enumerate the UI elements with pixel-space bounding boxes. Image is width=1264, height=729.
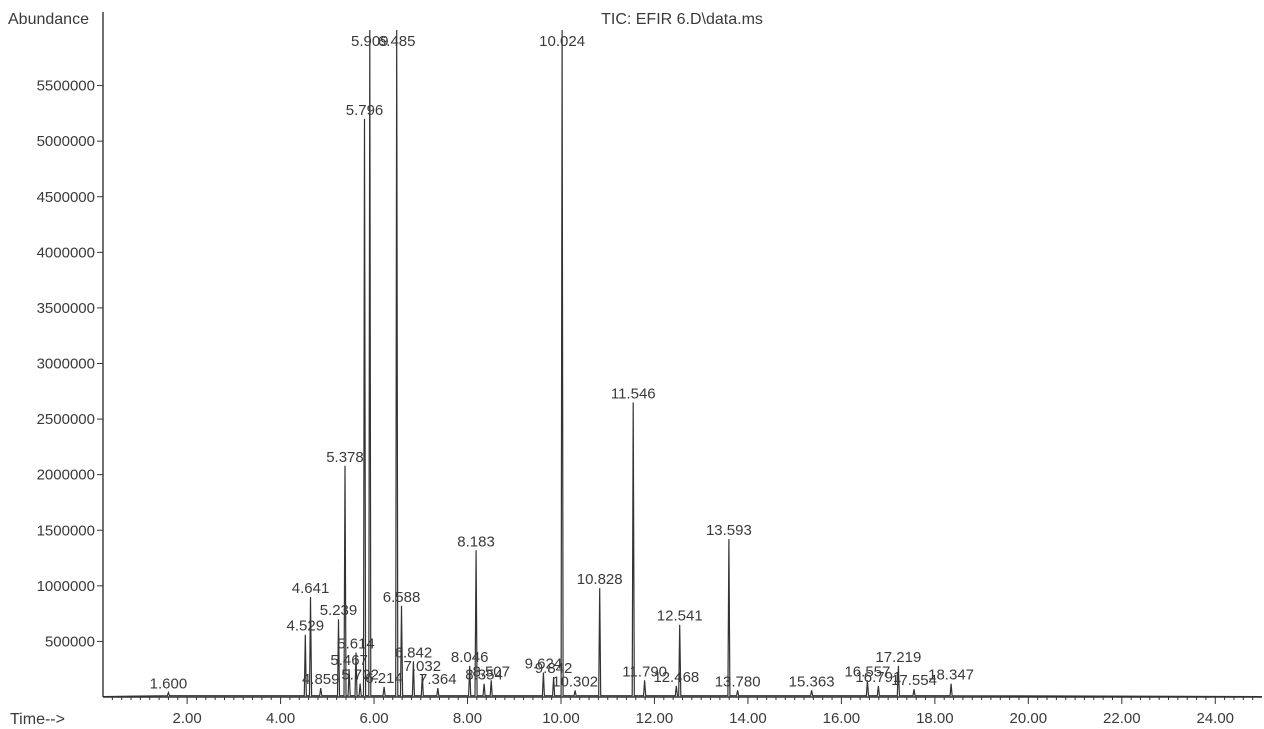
peak-label: 4.641 bbox=[292, 580, 330, 597]
peak-label: 5.239 bbox=[320, 602, 358, 619]
peak-label: 6.842 bbox=[395, 644, 433, 661]
peak-label: 5.614 bbox=[337, 636, 375, 653]
x-tick-label: 10.00 bbox=[542, 710, 580, 727]
tic-trace bbox=[102, 29, 1263, 698]
peak-label: 11.546 bbox=[611, 385, 656, 402]
x-tick-label: 24.00 bbox=[1196, 710, 1234, 727]
y-tick-label: 5000000 bbox=[37, 133, 95, 150]
peak-label: 7.364 bbox=[419, 671, 457, 688]
x-tick-label: 12.00 bbox=[636, 710, 674, 727]
peak-label: 1.600 bbox=[150, 676, 188, 693]
peak-labels: 1.600 4.529 4.641 4.859 5.239 5.378 5.4675.614… bbox=[150, 33, 974, 693]
peak-label: 8.354 bbox=[465, 667, 503, 684]
peak-label: 10.828 bbox=[577, 571, 623, 588]
y-tick-label: 500000 bbox=[45, 633, 95, 650]
y-tick-label: 3000000 bbox=[37, 356, 95, 373]
x-tick-label: 4.00 bbox=[266, 710, 295, 727]
x-tick-label: 6.00 bbox=[359, 710, 388, 727]
peak-label: 13.593 bbox=[706, 522, 752, 539]
peak-label: 4.859 bbox=[302, 671, 340, 688]
peak-label: 6.588 bbox=[383, 589, 421, 606]
y-tick-label: 1000000 bbox=[37, 578, 95, 595]
peak-label: 6.485 bbox=[378, 33, 416, 50]
peak-label: 8.507 bbox=[472, 663, 510, 680]
x-tick-label: 14.00 bbox=[729, 710, 767, 727]
x-tick-label: 22.00 bbox=[1103, 710, 1141, 727]
x-tick-label: 20.00 bbox=[1010, 710, 1048, 727]
peak-label: 13.780 bbox=[715, 673, 761, 690]
peak-label: 18.347 bbox=[928, 667, 974, 684]
peak-label: 5.909 bbox=[351, 33, 389, 50]
peak-label: 8.046 bbox=[451, 649, 489, 666]
x-tick-label: 2.00 bbox=[173, 710, 202, 727]
y-axis-title: Abundance bbox=[8, 11, 89, 28]
peak-label: 4.529 bbox=[287, 618, 325, 635]
peak-label: 12.541 bbox=[657, 608, 703, 625]
axes: 500000 1000000 1500000 2000000 2500000 300000… bbox=[37, 12, 1262, 727]
peak-label: 5.378 bbox=[326, 449, 364, 466]
y-tick-label: 1500000 bbox=[37, 522, 95, 539]
peak-label: 16.557 bbox=[844, 663, 890, 680]
peak-label: 15.363 bbox=[789, 673, 835, 690]
peak-label: 5.467 bbox=[330, 652, 368, 669]
peak-label: 16.791 bbox=[855, 669, 901, 686]
peak-label: 10.302 bbox=[552, 673, 598, 690]
peak-label: 9.842 bbox=[535, 660, 573, 677]
y-tick-label: 2000000 bbox=[37, 467, 95, 484]
peak-label: 10.024 bbox=[539, 33, 585, 50]
y-tick-label: 5500000 bbox=[37, 78, 95, 95]
peak-label: 7.032 bbox=[404, 658, 442, 675]
y-tick-label: 2500000 bbox=[37, 411, 95, 428]
y-tick-label: 4500000 bbox=[37, 189, 95, 206]
y-tick-label: 4000000 bbox=[37, 244, 95, 261]
chart-title: TIC: EFIR 6.D\data.ms bbox=[601, 11, 763, 28]
x-tick-label: 16.00 bbox=[823, 710, 861, 727]
peak-label: 12.468 bbox=[653, 669, 699, 686]
peak-label: 17.219 bbox=[875, 649, 921, 666]
peak-label: 9.624 bbox=[525, 656, 563, 673]
peak-label: 6.214 bbox=[365, 670, 403, 687]
peak-label: 5.702 bbox=[341, 667, 379, 684]
x-tick-label: 18.00 bbox=[916, 710, 954, 727]
peak-label: 11.790 bbox=[622, 663, 667, 680]
peak-label: 17.554 bbox=[891, 672, 937, 689]
peak-label: 5.796 bbox=[346, 102, 384, 119]
x-tick-label: 8.00 bbox=[453, 710, 482, 727]
tic-trace-line bbox=[102, 29, 1263, 698]
x-axis-title: Time--> bbox=[10, 711, 65, 728]
y-tick-label: 3500000 bbox=[37, 300, 95, 317]
peak-label: 8.183 bbox=[457, 533, 495, 550]
